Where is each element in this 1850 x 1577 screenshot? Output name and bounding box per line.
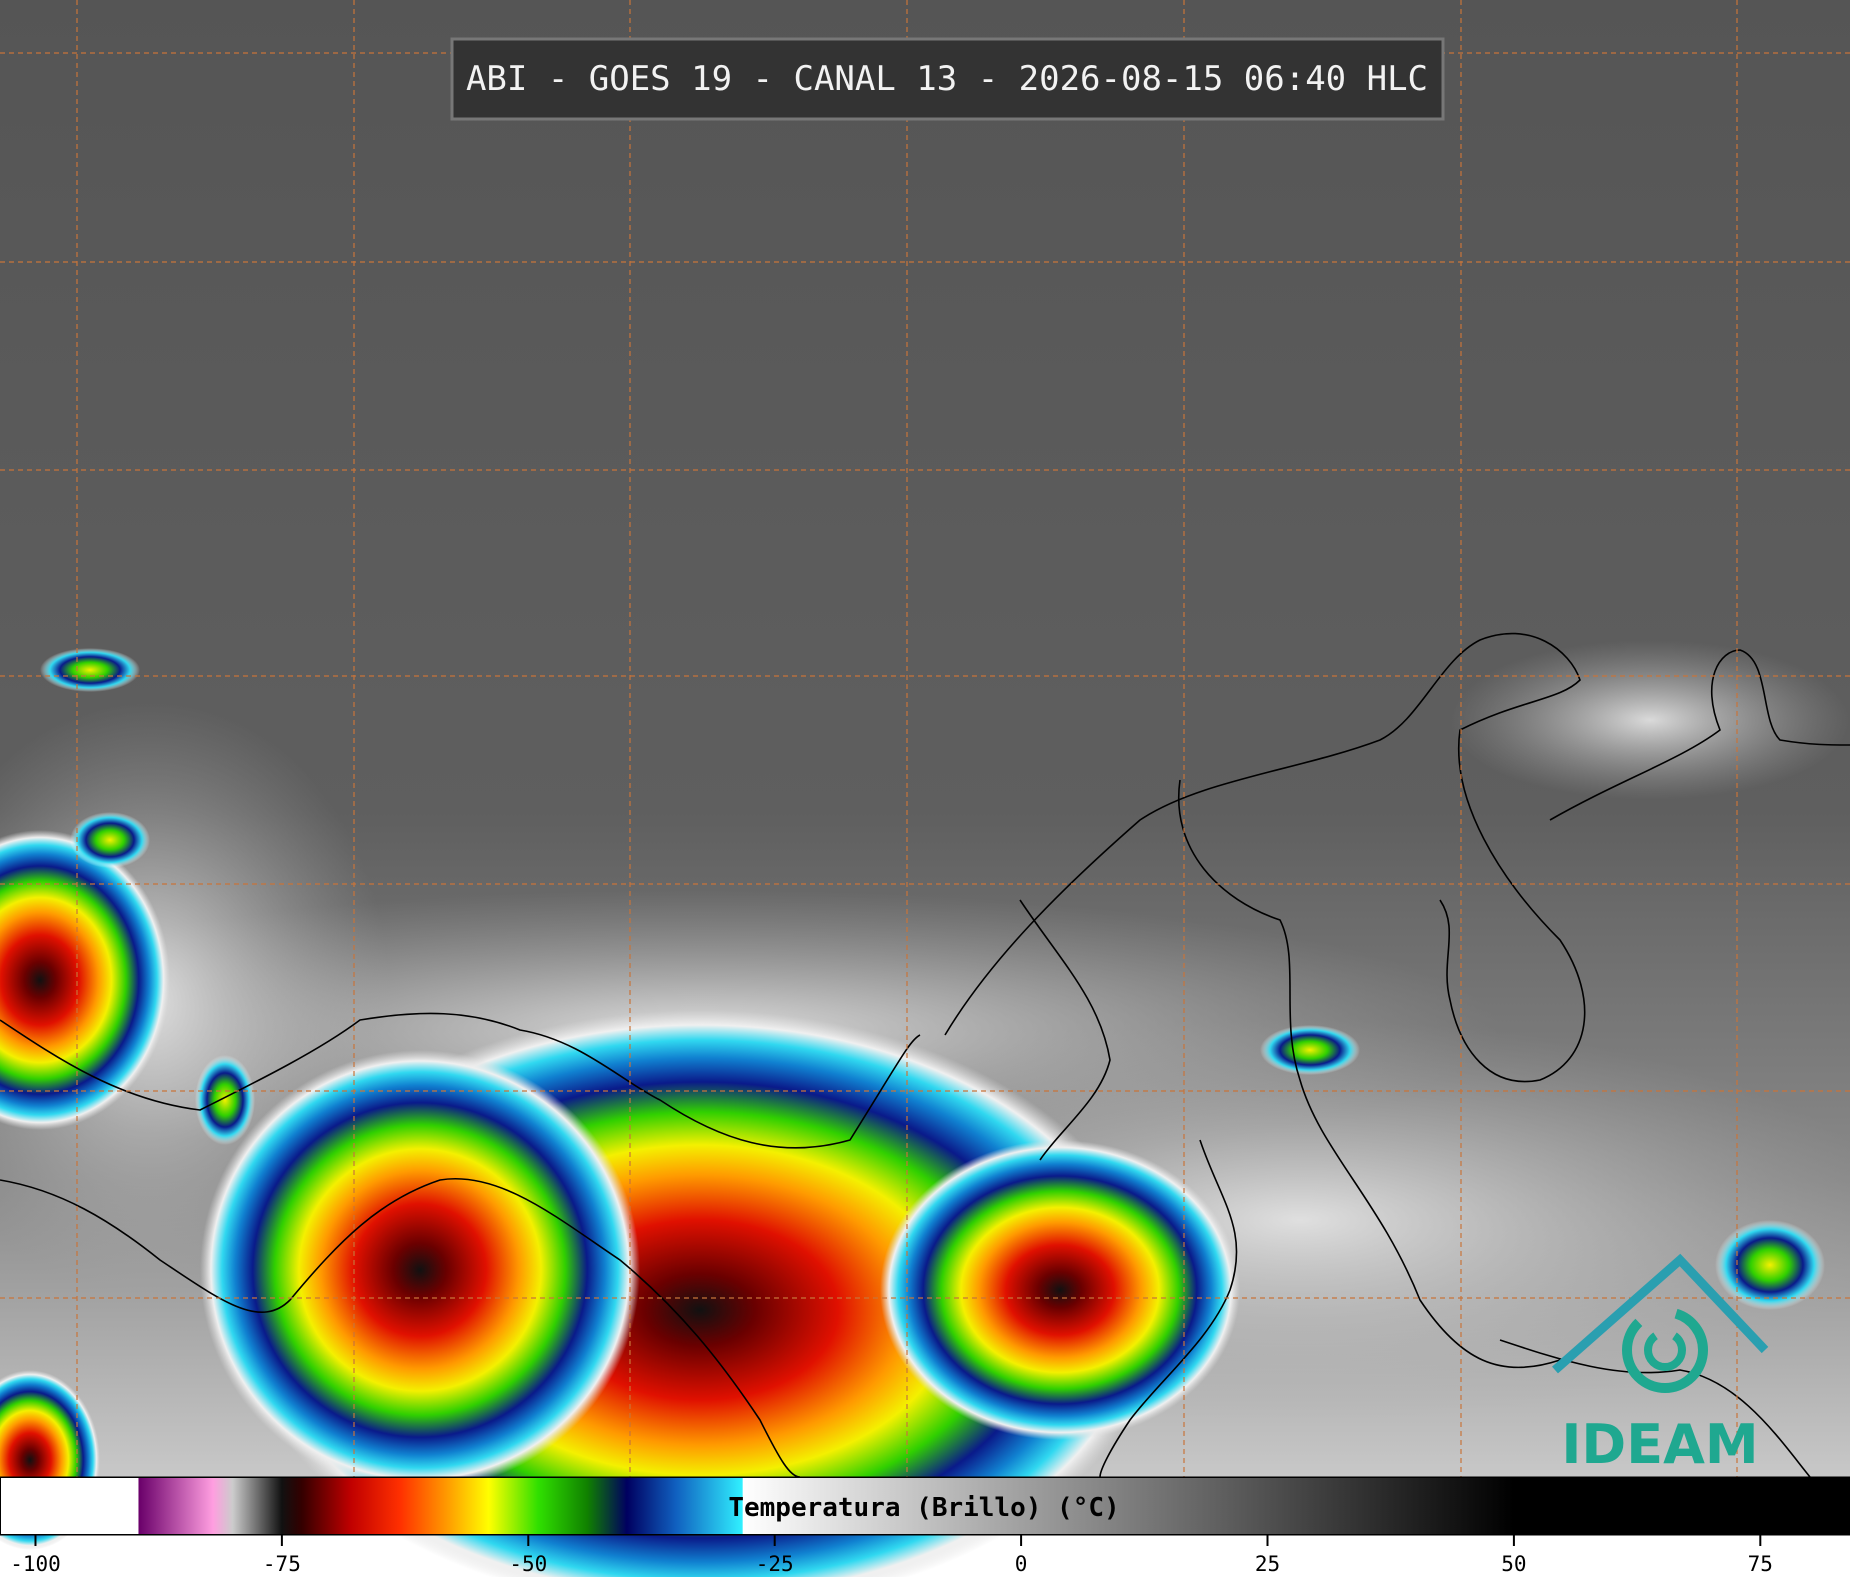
tick-label: 0: [1015, 1552, 1028, 1576]
logo: IDEAM: [1552, 1253, 1769, 1476]
tick-label: 75: [1748, 1552, 1773, 1576]
tick-label: -25: [756, 1552, 794, 1576]
logo-swirl: [1622, 1307, 1708, 1393]
title: ABI - GOES 19 - CANAL 13 - 2026-08-15 06…: [466, 59, 1428, 99]
storm: [880, 1140, 1240, 1440]
colorbar-ticks: -100 -75 -50 -25 0 25 50 75: [10, 1534, 1773, 1576]
coastlines: [0, 632, 1850, 1478]
storm: [200, 1050, 640, 1490]
storm: [70, 812, 150, 868]
lat-lon-grid: [0, 0, 1850, 1477]
tick-label: -50: [509, 1552, 547, 1576]
storm: [40, 648, 140, 692]
title-box: [450, 37, 1445, 121]
logo-swirl: [1644, 1329, 1686, 1371]
colorbar-label: Temperatura (Brillo) (°C): [728, 1493, 1119, 1523]
tick-label: -75: [263, 1552, 301, 1576]
storm: [1715, 1220, 1825, 1310]
storm: [0, 830, 170, 1130]
storm: [195, 1055, 255, 1145]
logo-roof: [1552, 1253, 1769, 1374]
tick-label: 25: [1255, 1552, 1280, 1576]
cloud: [1450, 640, 1850, 800]
logo-text: IDEAM: [1561, 1413, 1758, 1476]
tick-label: 50: [1501, 1552, 1526, 1576]
tick-label: -100: [10, 1552, 61, 1576]
colorbar: [1, 1478, 1849, 1534]
storm: [1260, 1025, 1360, 1075]
